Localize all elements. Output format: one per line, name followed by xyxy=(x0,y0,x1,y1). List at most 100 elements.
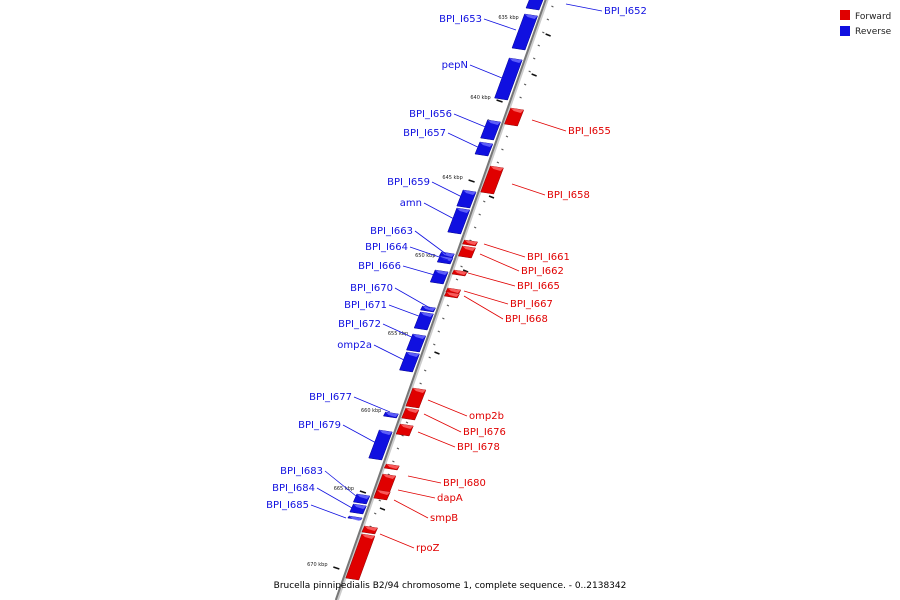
label-leader-line xyxy=(409,246,449,261)
gene-bpi_i659[interactable] xyxy=(456,189,477,209)
gene-label-bpi_i666[interactable]: BPI_I666 xyxy=(358,261,401,272)
minor-tick xyxy=(378,499,381,502)
gene-label-bpi_i684[interactable]: BPI_I684 xyxy=(272,483,315,494)
gene-bpi_i684[interactable] xyxy=(349,503,367,515)
gene-highlight xyxy=(382,474,396,479)
gene-smpb[interactable] xyxy=(373,489,391,501)
gene-label-bpi_i683[interactable]: BPI_I683 xyxy=(280,466,323,477)
minor-tick xyxy=(442,317,445,320)
major-tick xyxy=(496,99,503,103)
label-leader-line xyxy=(373,344,409,363)
gene-label-bpi_i672[interactable]: BPI_I672 xyxy=(338,319,381,330)
gene-highlight xyxy=(420,312,434,317)
gene-label-bpi_i656[interactable]: BPI_I656 xyxy=(409,109,452,120)
minor-tick xyxy=(478,213,481,216)
legend: Forward Reverse xyxy=(840,10,892,37)
gene-bpi_i658[interactable] xyxy=(480,165,504,195)
gene-omp2a[interactable] xyxy=(399,351,420,373)
gene-bpi_i661[interactable] xyxy=(462,239,479,247)
gene-bpi_i677[interactable] xyxy=(383,411,399,419)
legend-reverse-swatch xyxy=(840,26,850,36)
gene-label-bpi_i667[interactable]: BPI_I667 xyxy=(510,299,553,310)
minor-tick xyxy=(433,343,436,346)
gene-bpi_i665[interactable] xyxy=(451,269,468,277)
gene-label-bpi_i677[interactable]: BPI_I677 xyxy=(309,392,352,403)
gene-label-bpi_i671[interactable]: BPI_I671 xyxy=(344,300,387,311)
gene-label-amn[interactable]: amn xyxy=(400,198,422,209)
gene-bpi_i685[interactable] xyxy=(347,515,363,521)
gene-label-omp2a[interactable]: omp2a xyxy=(337,340,372,351)
gene-amn[interactable] xyxy=(447,207,471,235)
gene-label-omp2b[interactable]: omp2b xyxy=(469,411,504,422)
gene-body xyxy=(511,13,538,51)
label-leader-line xyxy=(324,470,357,497)
minor-tick xyxy=(537,44,540,47)
gene-highlight xyxy=(487,120,501,125)
gene-bpi_i655[interactable] xyxy=(504,107,525,127)
gene-label-bpi_i655[interactable]: BPI_I655 xyxy=(568,126,611,137)
major-tick xyxy=(359,490,367,494)
gene-label-bpi_i659[interactable]: BPI_I659 xyxy=(387,177,430,188)
gene-bpi_i672[interactable] xyxy=(406,333,427,353)
gene-bpi_i680[interactable] xyxy=(383,463,400,471)
gene-label-dapa[interactable]: dapA xyxy=(437,493,463,504)
gene-label-bpi_i653[interactable]: BPI_I653 xyxy=(439,14,482,25)
gene-bpi_i668[interactable] xyxy=(443,291,460,299)
minor-tick xyxy=(523,83,527,86)
gene-label-bpi_i679[interactable]: BPI_I679 xyxy=(298,420,341,431)
gene-bpi_i676[interactable] xyxy=(401,407,420,421)
minor-tick xyxy=(446,304,450,307)
gene-bpi_i679[interactable] xyxy=(368,429,393,461)
gene-bpi_i678[interactable] xyxy=(395,423,414,437)
gene-highlight xyxy=(405,408,419,413)
label-leader-line xyxy=(447,132,485,151)
gene-highlight xyxy=(386,464,400,469)
gene-label-bpi_i657[interactable]: BPI_I657 xyxy=(403,128,446,139)
gene-bpi_i656[interactable] xyxy=(480,119,501,141)
gene-body xyxy=(525,0,544,11)
gene-highlight xyxy=(349,516,363,521)
gene-bpi_i683[interactable] xyxy=(352,493,371,505)
gene-label-rpoz[interactable]: rpoZ xyxy=(416,543,440,554)
minor-tick xyxy=(528,70,531,73)
gene-label-bpi_i663[interactable]: BPI_I663 xyxy=(370,226,413,237)
gene-bpi_i662[interactable] xyxy=(457,245,476,259)
gene-bpi_i652[interactable] xyxy=(525,0,544,11)
gene-bpi_i653[interactable] xyxy=(511,13,538,51)
gene-label-bpi_i661[interactable]: BPI_I661 xyxy=(527,252,570,263)
gene-label-bpi_i658[interactable]: BPI_I658 xyxy=(547,190,590,201)
gene-highlight xyxy=(463,190,477,195)
label-leader-line xyxy=(382,323,419,341)
gene-highlight xyxy=(510,108,524,113)
gene-rpoz[interactable] xyxy=(361,525,379,535)
gene-label-pepn[interactable]: pepN xyxy=(442,60,468,71)
gene-label-bpi_i665[interactable]: BPI_I665 xyxy=(517,281,560,292)
gene-bpi_i670[interactable] xyxy=(420,305,436,313)
minor-tick xyxy=(392,460,395,463)
gene-pepn[interactable] xyxy=(494,57,523,101)
gene-body xyxy=(480,165,504,195)
gene-label-bpi_i678[interactable]: BPI_I678 xyxy=(457,442,500,453)
gene-highlight xyxy=(412,334,426,339)
legend-reverse-label: Reverse xyxy=(855,27,892,37)
gene-label-bpi_i664[interactable]: BPI_I664 xyxy=(365,242,408,253)
minor-tick xyxy=(396,447,400,450)
gene-label-bpi_i662[interactable]: BPI_I662 xyxy=(521,266,564,277)
gene-omp2b[interactable] xyxy=(405,387,427,409)
gene-label-bpi_i676[interactable]: BPI_I676 xyxy=(463,427,506,438)
gene-label-bpi_i670[interactable]: BPI_I670 xyxy=(350,283,393,294)
label-leader-line xyxy=(342,424,379,445)
legend-forward-label: Forward xyxy=(855,12,891,22)
gene-body xyxy=(447,207,471,235)
gene-rpoz-body[interactable] xyxy=(345,533,376,581)
gene-bpi_i666[interactable] xyxy=(429,269,449,285)
gene-label-bpi_i680[interactable]: BPI_I680 xyxy=(443,478,486,489)
minor-tick xyxy=(405,421,409,424)
gene-bpi_i657[interactable] xyxy=(474,141,494,157)
gene-label-bpi_i668[interactable]: BPI_I668 xyxy=(505,314,548,325)
gene-label-bpi_i685[interactable]: BPI_I685 xyxy=(266,500,309,511)
gene-label-smpb[interactable]: smpB xyxy=(430,513,458,524)
minor-tick xyxy=(551,5,554,8)
gene-label-bpi_i652[interactable]: BPI_I652 xyxy=(604,6,647,17)
minor-tick xyxy=(483,200,486,203)
